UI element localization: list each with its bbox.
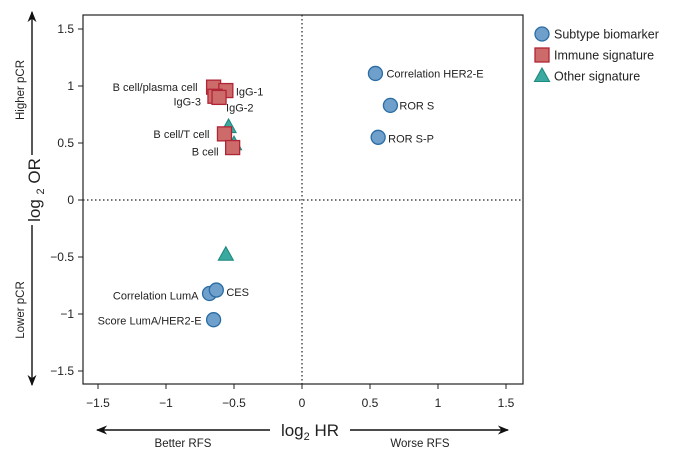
x-tick-label: 1.5 — [498, 396, 515, 410]
point-label: B cell/T cell — [153, 129, 209, 141]
x-tick-label: 0 — [299, 396, 306, 410]
y-tick-label: 0.5 — [57, 136, 74, 150]
y-tick-label: −0.5 — [50, 250, 74, 264]
subscript: 2 — [35, 188, 47, 194]
x-axis-title-text: log — [281, 421, 304, 440]
x-left-label: Better RFS — [155, 438, 212, 450]
point-label: Correlation HER2-E — [386, 68, 483, 80]
square-point — [216, 126, 233, 142]
circle-point — [205, 312, 222, 328]
circle-point — [382, 97, 399, 114]
square-point — [224, 139, 241, 156]
point-label: Score LumA/HER2-E — [98, 316, 202, 328]
y-axis-title: log 2 OR — [25, 158, 47, 222]
point-label: ROR S-P — [388, 133, 434, 145]
circle-point — [208, 282, 224, 298]
y-tick-label: 0 — [67, 193, 74, 207]
point-label: Correlation LumA — [113, 290, 199, 302]
point-label: B cell — [192, 147, 219, 159]
legend-triangle-icon — [533, 66, 551, 83]
point-label: B cell/plasma cell — [113, 82, 198, 94]
x-tick-label: −1 — [159, 396, 173, 410]
square-point — [211, 89, 227, 106]
circle-point — [367, 65, 384, 82]
point-label: ROR S — [399, 100, 434, 112]
x-tick-label: −0.5 — [222, 396, 246, 410]
y-tick-label: 1.5 — [57, 22, 74, 36]
y-tick-label: −1.5 — [50, 364, 74, 378]
axis-title-rest: OR — [25, 158, 44, 188]
point-label: IgG-1 — [236, 87, 264, 99]
x-right-label: Worse RFS — [390, 438, 450, 450]
x-tick-label: 1 — [435, 396, 442, 410]
y-tick-label: 1 — [67, 79, 74, 93]
axis-title-rest: HR — [310, 421, 339, 440]
circle-point — [370, 129, 386, 145]
x-tick-label: −1.5 — [86, 396, 110, 410]
x-tick-label: 0.5 — [362, 396, 379, 410]
point-label: IgG-3 — [173, 96, 201, 108]
x-axis-title: log2 HR — [281, 421, 339, 443]
point-label: IgG-2 — [226, 102, 254, 114]
triangle-point — [217, 245, 235, 261]
point-label: CES — [226, 287, 249, 299]
y-down-label: Lower pCR — [15, 281, 27, 339]
legend-label: Immune signature — [554, 49, 654, 63]
legend-circle-icon — [534, 26, 550, 42]
subscript: 2 — [304, 431, 310, 443]
y-axis-title-text: log — [25, 199, 44, 222]
legend-label: Subtype biomarker — [554, 28, 659, 42]
legend-label: Other signature — [554, 70, 640, 84]
y-tick-label: −1 — [60, 307, 74, 321]
legend-square-icon — [534, 47, 550, 63]
y-up-label: Higher pCR — [15, 60, 27, 120]
legend: Subtype biomarker Immune signature Other s… — [533, 26, 659, 84]
